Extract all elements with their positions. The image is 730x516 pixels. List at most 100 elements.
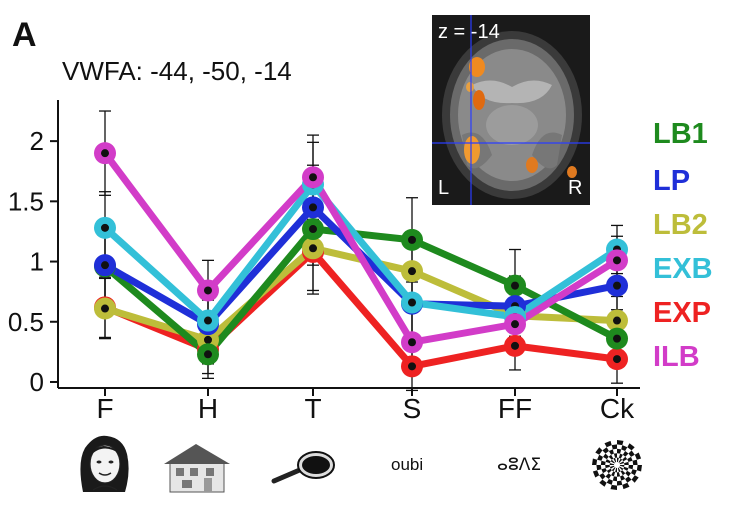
checker-cell — [608, 454, 614, 460]
checker-cell — [620, 470, 626, 476]
brain-slice-inset: z = -14 L R — [432, 15, 590, 205]
series-lines — [101, 149, 621, 370]
checker-cell — [617, 467, 621, 473]
checker-cell — [622, 451, 629, 457]
checker-cell — [605, 459, 611, 464]
point-center-lp — [101, 261, 109, 270]
checker-cell — [636, 465, 642, 472]
checker-cell — [617, 457, 619, 463]
point-center-lb2 — [101, 304, 109, 313]
point-center-ilb — [204, 286, 212, 295]
checker-cell — [600, 460, 606, 465]
checker-cell — [602, 447, 609, 454]
checker-cell — [622, 482, 630, 490]
checker-cell — [609, 463, 615, 465]
checker-cell — [627, 456, 633, 462]
checker-cell — [631, 475, 639, 483]
checker-cell — [617, 448, 622, 454]
point-center-lb1 — [408, 235, 416, 244]
point-center-lb1 — [511, 281, 519, 290]
checker-cell — [621, 445, 628, 451]
point-center-exp — [511, 341, 519, 350]
checker-cell — [628, 465, 634, 470]
checker-cell — [610, 459, 615, 464]
x-tick-label: Ck — [600, 393, 635, 424]
checker-cell — [617, 472, 621, 477]
x-tick-label: H — [198, 393, 218, 424]
x-tick-label: T — [304, 393, 321, 424]
checker-cell — [611, 471, 616, 477]
x-tick-label: FF — [498, 393, 532, 424]
checker-cell — [615, 467, 617, 473]
checker-cell — [612, 476, 617, 482]
legend-lb2: LB2 — [653, 209, 708, 241]
checker-cell — [606, 479, 613, 485]
legend-lb1: LB1 — [653, 118, 708, 150]
panel-letter: A — [12, 16, 37, 54]
checker-cell — [620, 475, 626, 481]
checker-cell — [627, 443, 635, 451]
point-center-lp — [613, 281, 621, 290]
checker-cell — [603, 453, 609, 460]
checker-cell — [622, 456, 628, 462]
checker-cell — [618, 453, 623, 459]
legend-lp: LP — [653, 165, 691, 197]
checker-cell — [597, 454, 603, 461]
checker-cell — [628, 450, 635, 457]
checker-cell — [631, 469, 637, 476]
point-center-lb2 — [613, 316, 621, 325]
checker-cell — [601, 468, 607, 474]
checker-cell — [613, 457, 617, 463]
checker-cell — [619, 461, 625, 465]
point-center-lb2 — [204, 335, 212, 344]
checker-cell — [599, 479, 607, 487]
series-line-ilb — [101, 149, 621, 346]
checker-cell — [608, 449, 614, 455]
y-tick-label: 2 — [30, 126, 44, 156]
checker-cell — [596, 465, 602, 471]
checker-cell — [604, 440, 612, 448]
checker-cell — [625, 470, 631, 477]
checker-cell — [623, 466, 629, 471]
y-tick-label: 1.5 — [8, 186, 44, 216]
roi-title: VWFA: -44, -50, -14 — [62, 56, 292, 86]
checker-cell — [605, 465, 610, 469]
checker-cell — [599, 473, 606, 480]
house-icon — [164, 444, 230, 493]
point-center-exb — [408, 298, 416, 307]
checker-cell — [611, 467, 616, 472]
checker-cell — [613, 453, 617, 458]
point-center-exp — [408, 362, 416, 371]
checker-cell — [618, 458, 623, 463]
checker-cell — [595, 447, 603, 455]
point-center-ilb — [511, 320, 519, 329]
point-center-exb — [101, 223, 109, 232]
point-center-exp — [613, 355, 621, 364]
frying-pan-icon — [271, 451, 335, 484]
checker-cell — [592, 470, 600, 478]
slice-label: z = -14 — [438, 21, 500, 43]
legend-ilb: ILB — [653, 341, 700, 373]
point-center-ilb — [613, 256, 621, 265]
point-center-ilb — [408, 338, 416, 347]
left-hemisphere-label: L — [438, 177, 450, 199]
legend-exp: EXP — [653, 297, 712, 329]
checker-cell — [592, 458, 598, 465]
face-icon — [80, 435, 129, 492]
x-tick-label: F — [96, 393, 113, 424]
point-center-lp — [309, 203, 317, 212]
checker-cell — [632, 459, 638, 465]
checkerboard-icon — [592, 440, 642, 490]
checker-cell — [624, 461, 629, 465]
y-tick-label: 1 — [30, 247, 44, 277]
checker-cell — [605, 473, 612, 479]
checker-cell — [609, 465, 615, 469]
checker-cell — [634, 452, 642, 460]
checker-cell — [619, 466, 624, 471]
checker-cell — [625, 476, 632, 483]
point-center-lb2 — [309, 244, 317, 253]
point-center-ilb — [101, 149, 109, 158]
x-tick-label: S — [403, 393, 422, 424]
checker-cell — [617, 440, 624, 446]
letter-string-stimulus: oubi — [391, 455, 424, 474]
